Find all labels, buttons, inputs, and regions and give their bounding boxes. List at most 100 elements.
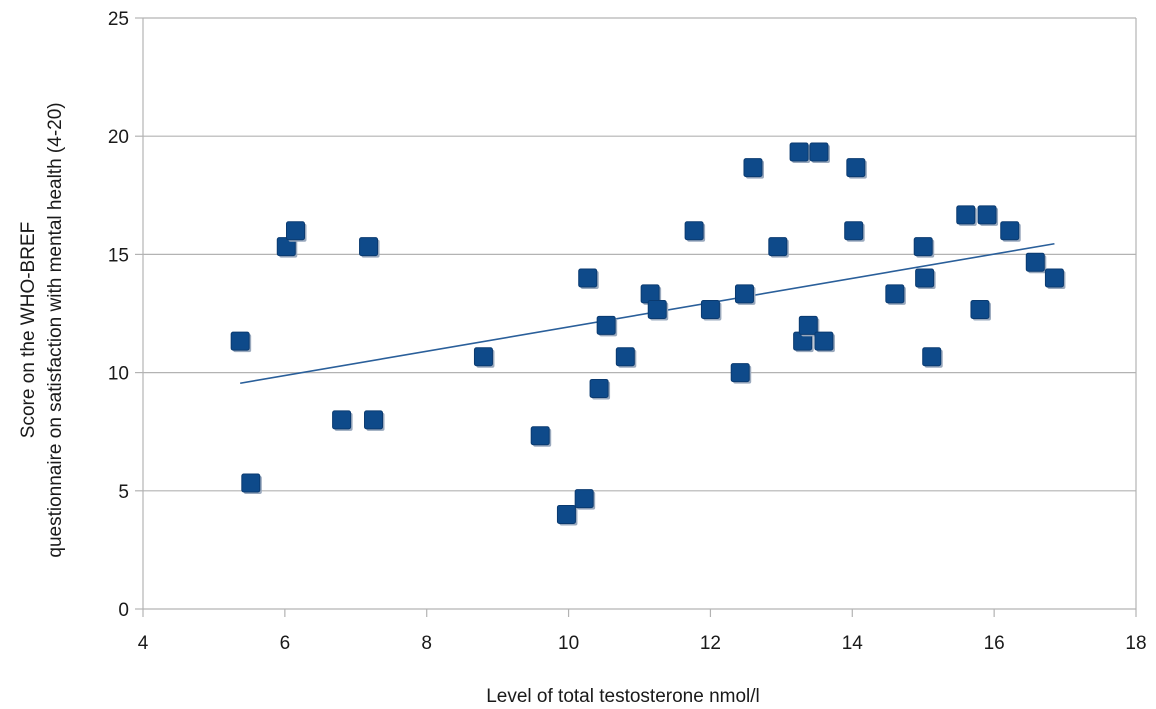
- data-point-marker: [684, 221, 704, 241]
- data-point: [615, 347, 637, 368]
- data-point: [1000, 221, 1021, 242]
- data-point: [913, 237, 935, 258]
- data-point: [844, 221, 865, 242]
- data-point-marker: [977, 205, 997, 225]
- data-point: [473, 347, 495, 368]
- data-point: [700, 299, 722, 321]
- data-point-marker: [809, 142, 829, 162]
- data-point-marker: [798, 315, 818, 335]
- data-point: [798, 315, 820, 337]
- data-point-marker: [846, 158, 866, 178]
- y-tick-label: 0: [118, 600, 129, 621]
- axes: [135, 17, 1137, 617]
- x-tick-label: 12: [700, 633, 721, 654]
- data-point: [578, 268, 599, 290]
- data-point: [589, 378, 611, 400]
- data-point: [915, 268, 936, 290]
- x-tick-label: 10: [558, 633, 579, 654]
- data-point: [332, 410, 353, 431]
- data-point-marker: [578, 268, 598, 288]
- data-point: [970, 299, 991, 321]
- y-axis-title-line-2: questionnaire on satisfaction with menta…: [45, 102, 66, 557]
- data-point-marker: [885, 284, 905, 304]
- data-point-marker: [1000, 221, 1020, 241]
- data-point-marker: [332, 410, 352, 430]
- data-point: [956, 205, 977, 226]
- data-point: [647, 299, 669, 321]
- data-point: [793, 331, 814, 353]
- y-tick-labels: 0 5 10 15 20 25: [108, 9, 129, 621]
- data-point: [789, 142, 811, 164]
- data-point-marker: [844, 221, 864, 241]
- data-point-marker: [596, 315, 616, 335]
- data-point-marker: [814, 331, 834, 351]
- data-point-marker: [615, 347, 635, 367]
- x-tick-label: 6: [280, 633, 291, 654]
- data-point: [1025, 252, 1047, 274]
- data-point: [364, 410, 385, 431]
- y-axis-title-line-1: Score on the WHO-BREF: [18, 222, 39, 438]
- data-point: [743, 158, 764, 179]
- data-point-marker: [956, 205, 976, 225]
- data-point-marker: [359, 237, 379, 257]
- y-tick-label: 20: [108, 127, 129, 148]
- y-tick-label: 15: [108, 245, 129, 266]
- data-point: [230, 331, 252, 353]
- data-point-marker: [647, 299, 667, 319]
- data-point: [596, 315, 618, 337]
- data-point-marker: [1025, 252, 1045, 272]
- data-point-marker: [700, 299, 720, 319]
- y-axis-title-group: Score on the WHO-BREF questionnaire on s…: [18, 102, 66, 557]
- data-point-marker: [556, 504, 576, 524]
- gridlines: [143, 17, 1136, 492]
- data-point: [977, 205, 999, 226]
- trendline-layer: [240, 242, 1055, 385]
- x-tick-label: 18: [1125, 633, 1146, 654]
- data-point-marker: [913, 237, 933, 257]
- data-point: [241, 473, 262, 494]
- x-axis-title: Level of total testosterone nmol/l: [486, 686, 760, 707]
- x-tick-label: 16: [984, 633, 1005, 654]
- x-tick-labels: 4 6 8 10 12 14 16 18: [138, 633, 1147, 654]
- data-point: [530, 426, 552, 447]
- data-point: [574, 489, 596, 510]
- data-point-marker: [743, 158, 763, 178]
- data-point-marker: [1044, 268, 1064, 288]
- x-tick-label: 14: [842, 633, 864, 654]
- data-point-marker: [730, 363, 750, 383]
- data-point-marker: [734, 284, 754, 304]
- data-point: [846, 158, 867, 179]
- data-point: [556, 504, 578, 526]
- data-point: [809, 142, 830, 164]
- data-point-marker: [574, 489, 594, 509]
- data-point-marker: [768, 237, 788, 257]
- y-tick-label: 25: [108, 9, 129, 30]
- y-tick-label: 10: [108, 364, 129, 385]
- data-point: [814, 331, 835, 353]
- x-tick-label: 8: [421, 633, 432, 654]
- data-point: [1044, 268, 1066, 290]
- data-point: [734, 284, 756, 305]
- data-point-marker: [230, 331, 250, 351]
- data-point: [885, 284, 906, 305]
- data-point: [768, 237, 789, 258]
- data-point-marker: [970, 299, 990, 319]
- data-point-marker: [589, 378, 609, 398]
- data-point-marker: [530, 426, 550, 446]
- data-point: [730, 363, 752, 384]
- data-point: [359, 237, 380, 258]
- trendline: [240, 242, 1055, 385]
- data-point-marker: [241, 473, 261, 493]
- data-point: [285, 221, 307, 242]
- data-point: [922, 347, 943, 368]
- data-point-marker: [789, 142, 809, 162]
- data-point-marker: [915, 268, 935, 288]
- data-point-marker: [364, 410, 384, 430]
- x-tick-label: 4: [138, 633, 149, 654]
- data-point-marker: [285, 221, 305, 241]
- y-tick-label: 5: [118, 482, 129, 503]
- data-points: [230, 142, 1066, 526]
- data-point-marker: [922, 347, 942, 367]
- data-point-marker: [473, 347, 493, 367]
